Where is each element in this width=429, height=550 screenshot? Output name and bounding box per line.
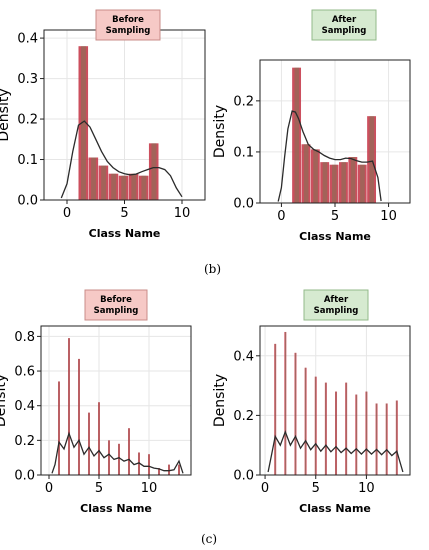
- badge-text: Sampling: [106, 26, 151, 36]
- y-tick-label: 0.0: [17, 194, 38, 209]
- y-tick-label: 0.1: [233, 145, 254, 160]
- y-tick-label: 0.4: [233, 349, 254, 364]
- histogram-bar-overlay: [141, 175, 147, 200]
- x-tick-label: 5: [120, 206, 128, 221]
- y-axis-label: Density: [0, 374, 9, 427]
- panel-label-c: (c): [201, 532, 218, 546]
- histogram-bar-overlay: [131, 173, 137, 200]
- axes-frame: [40, 325, 192, 476]
- y-tick-label: 0.2: [14, 434, 35, 449]
- histogram-bar: [148, 143, 159, 200]
- x-tick-label: 0: [63, 206, 71, 221]
- y-axis-label: Density: [212, 105, 228, 158]
- y-tick-label: 0.2: [17, 113, 38, 128]
- axes-frame: [259, 325, 411, 476]
- histogram-bar: [138, 175, 149, 200]
- x-tick-label: 0: [261, 481, 269, 496]
- y-tick-label: 0.6: [14, 365, 35, 380]
- histogram-bar: [301, 144, 311, 203]
- after-sampling-badge: [303, 289, 369, 321]
- histogram-bar: [357, 164, 367, 203]
- y-tick-label: 0.3: [17, 72, 38, 87]
- histogram-bar: [348, 157, 358, 203]
- y-tick-label: 0.0: [233, 469, 254, 484]
- x-tick-label: 0: [277, 209, 285, 224]
- x-axis-label: Class Name: [89, 227, 161, 240]
- kde-line: [277, 110, 382, 202]
- chart-c-before: 0 5 10 0.0 0.2 0.4 0.6 0.8 Class Name Density Befo…: [0, 289, 192, 515]
- chart-b-before: 0 5 10 0.0 0.1 0.2 0.3 0.4 Class Name Density Befo…: [0, 9, 206, 240]
- x-tick-label: 5: [95, 481, 103, 496]
- histogram-bar-overlay: [101, 165, 107, 200]
- kde-line: [267, 429, 404, 473]
- histogram-bar-overlay: [294, 67, 300, 204]
- y-tick-label: 0.2: [233, 409, 254, 424]
- y-tick-label: 0.1: [17, 153, 38, 168]
- before-sampling-badge: [95, 9, 161, 41]
- histogram-bar-overlay: [121, 175, 127, 200]
- histogram-bar: [329, 164, 339, 203]
- y-axis-label: Density: [212, 374, 228, 427]
- chart-c-after: 0 5 10 0.0 0.2 0.4 Class Name Density AfterSampl…: [212, 289, 411, 515]
- histogram-bar: [292, 67, 302, 204]
- x-tick-label: 10: [380, 209, 397, 224]
- histogram-bar-overlay: [303, 144, 309, 203]
- histogram-bar: [98, 165, 109, 200]
- y-axis-label: Density: [0, 88, 12, 141]
- after-sampling-badge: [311, 9, 377, 41]
- histogram-bar: [128, 173, 139, 200]
- x-tick-label: 10: [174, 206, 191, 221]
- badge-text: Sampling: [94, 306, 139, 316]
- badge-text: Sampling: [322, 26, 367, 36]
- y-tick-label: 0.2: [233, 94, 254, 109]
- x-axis-label: Class Name: [299, 230, 371, 243]
- histogram-bar: [118, 175, 129, 200]
- y-tick-label: 0.4: [17, 32, 38, 47]
- histogram-bar: [310, 149, 320, 203]
- histogram-bar-overlay: [151, 143, 157, 200]
- histogram-bar-overlay: [360, 164, 365, 203]
- histogram-bar-overlay: [322, 162, 328, 203]
- before-sampling-badge: [84, 289, 148, 321]
- histogram-bar-overlay: [81, 46, 87, 200]
- histogram-bar: [320, 162, 330, 203]
- badge-text: After: [332, 15, 357, 25]
- x-axis-label: Class Name: [80, 502, 152, 515]
- histogram-bar-overlay: [111, 173, 117, 200]
- x-tick-label: 0: [45, 481, 53, 496]
- kde-line: [51, 431, 184, 474]
- badge-text: Sampling: [314, 306, 359, 316]
- y-tick-label: 0.0: [233, 197, 254, 212]
- badge-text: After: [324, 295, 349, 305]
- kde-line: [60, 120, 183, 199]
- x-tick-label: 10: [358, 481, 375, 496]
- x-axis-label: Class Name: [299, 502, 371, 515]
- badge-text: Before: [112, 15, 144, 25]
- x-tick-label: 5: [331, 209, 339, 224]
- y-tick-label: 0.8: [14, 330, 35, 345]
- histogram-bar-overlay: [313, 149, 318, 203]
- histogram-bar: [88, 157, 99, 200]
- histogram-bar: [108, 173, 119, 200]
- histogram-bar: [339, 162, 348, 203]
- y-tick-label: 0.0: [14, 469, 35, 484]
- chart-b-after: 0 5 10 0.0 0.1 0.2 Class Name Density AfterSampl…: [212, 9, 411, 243]
- histogram-bar-overlay: [369, 116, 375, 203]
- histogram-bar-overlay: [331, 164, 337, 203]
- badge-text: Before: [100, 295, 132, 305]
- x-tick-label: 5: [312, 481, 320, 496]
- histogram-bar-overlay: [341, 162, 347, 203]
- histogram-bar: [78, 46, 89, 200]
- panel-label-b: (b): [204, 262, 222, 276]
- y-tick-label: 0.4: [14, 399, 35, 414]
- histogram-bar-overlay: [91, 157, 97, 200]
- x-tick-label: 10: [141, 481, 158, 496]
- histogram-bar-overlay: [350, 157, 356, 203]
- histogram-bar: [367, 116, 377, 203]
